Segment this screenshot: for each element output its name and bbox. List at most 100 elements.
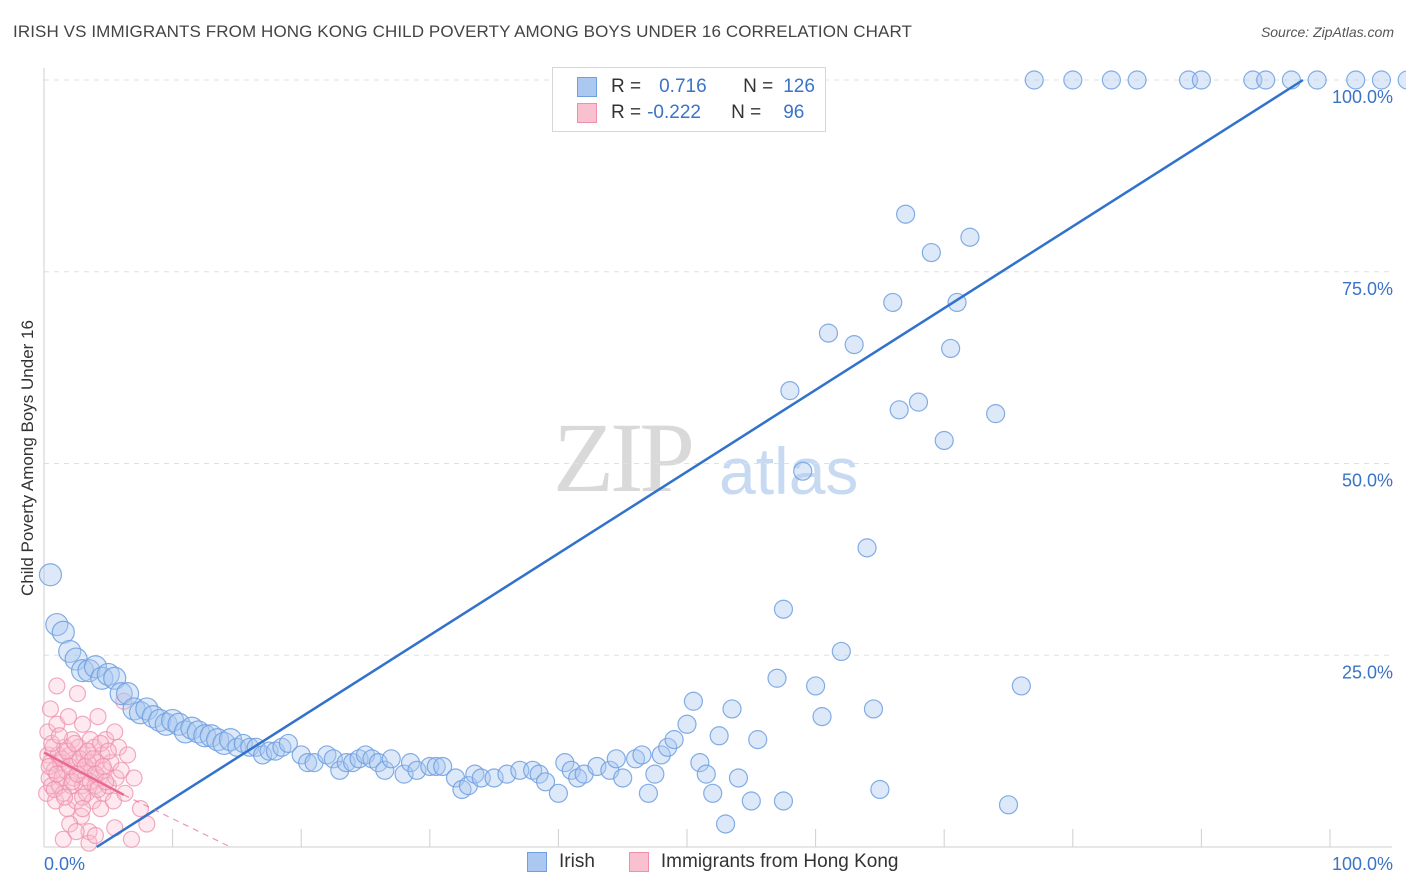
irish-point xyxy=(548,783,569,803)
hk-point xyxy=(94,757,112,776)
irish-point xyxy=(83,655,108,679)
irish-point xyxy=(96,662,120,687)
irish-point xyxy=(1307,70,1327,90)
irish-point xyxy=(1024,70,1044,90)
irish-point xyxy=(613,768,633,788)
stats-row-hk: R = -0.222 N = 96 xyxy=(577,102,804,124)
hk-n-label: N = xyxy=(731,102,762,123)
irish-point xyxy=(1371,70,1392,90)
irish-point xyxy=(298,753,318,773)
irish-point xyxy=(998,795,1019,815)
irish-point xyxy=(497,764,517,784)
hk-point xyxy=(122,830,141,848)
irish-point xyxy=(645,764,665,784)
irish-point xyxy=(561,760,581,780)
hk-point xyxy=(55,788,74,806)
hk-point xyxy=(48,677,66,695)
irish-point xyxy=(115,681,140,706)
irish-point xyxy=(1256,70,1276,90)
stats-row-irish: R = 0.716 N = 126 xyxy=(577,76,815,98)
irish-point xyxy=(715,814,736,834)
irish-point xyxy=(805,676,826,696)
hk-r-value: -0.222 xyxy=(647,102,701,123)
irish-point xyxy=(793,461,813,481)
irish-point xyxy=(1101,70,1121,90)
irish-point xyxy=(896,204,916,224)
irish-point xyxy=(407,760,427,780)
hk-trend-extension xyxy=(123,794,231,848)
irish-point xyxy=(831,641,851,662)
irish-point xyxy=(433,756,453,777)
irish-point xyxy=(908,392,929,412)
hk-point xyxy=(106,723,124,741)
hk-point xyxy=(89,708,107,726)
irish-point xyxy=(889,400,909,420)
hk-point xyxy=(112,761,130,779)
hk-point xyxy=(66,734,84,753)
x-tick-label: 100.0% xyxy=(1332,854,1393,874)
irish-point xyxy=(863,699,884,719)
irish-point xyxy=(767,668,787,688)
irish-point xyxy=(651,745,671,765)
irish-point xyxy=(375,760,395,780)
irish-point xyxy=(394,764,414,784)
legend-item-hk: Immigrants from Hong Kong xyxy=(628,851,899,873)
irish-point xyxy=(45,612,69,637)
irish-point xyxy=(336,753,356,773)
y-axis-label: Child Poverty Among Boys Under 16 xyxy=(18,320,37,596)
hk-point xyxy=(73,715,92,733)
irish-point xyxy=(1011,676,1031,696)
irish-point xyxy=(696,764,716,784)
irish-point xyxy=(368,753,388,773)
irish-point xyxy=(921,242,941,263)
watermark-zip: ZIP xyxy=(553,402,695,513)
hk-swatch-icon xyxy=(577,103,597,123)
irish-point xyxy=(683,691,704,711)
irish-swatch-icon xyxy=(577,77,597,97)
hk-trend-line xyxy=(43,751,125,796)
irish-point xyxy=(1191,70,1212,90)
irish-r-label: R = xyxy=(611,76,642,97)
legend-label-hk: Immigrants from Hong Kong xyxy=(660,851,899,872)
hk-n-value: 96 xyxy=(783,102,805,123)
source-label: Source: ZipAtlas.com xyxy=(1260,24,1394,40)
irish-point xyxy=(381,749,401,769)
irish-point xyxy=(857,538,877,558)
irish-point xyxy=(1397,70,1406,90)
hk-r-label: R = xyxy=(611,102,642,123)
irish-point xyxy=(844,335,864,355)
irish-point xyxy=(883,292,903,313)
irish-point xyxy=(606,749,626,769)
hk-point xyxy=(73,800,92,818)
irish-point xyxy=(109,681,133,706)
irish-point xyxy=(664,730,684,750)
legend-label-irish: Irish xyxy=(559,851,595,872)
irish-point xyxy=(986,404,1006,424)
irish-point xyxy=(199,724,223,748)
hk-point xyxy=(68,684,87,703)
irish-point xyxy=(278,733,298,754)
irish-point xyxy=(722,699,742,719)
irish-trend-line xyxy=(96,78,1304,849)
watermark-atlas: atlas xyxy=(719,434,859,508)
hk-point xyxy=(86,826,105,845)
axes xyxy=(43,68,1392,848)
irish-r-value: 0.716 xyxy=(659,76,707,97)
irish-point xyxy=(812,707,832,727)
irish-point xyxy=(58,639,82,664)
irish-point xyxy=(323,749,343,769)
hk-point xyxy=(48,765,66,783)
irish-point xyxy=(555,753,575,773)
irish-point xyxy=(941,338,961,359)
legend-item-irish: Irish xyxy=(527,851,595,873)
irish-point xyxy=(529,764,549,784)
y-tick-label: 75.0% xyxy=(1342,279,1393,299)
irish-point xyxy=(148,708,172,733)
hk-point xyxy=(67,823,85,841)
irish-point xyxy=(400,753,421,773)
irish-points xyxy=(38,70,1406,834)
irish-point xyxy=(773,599,794,619)
irish-point xyxy=(212,731,236,756)
irish-point xyxy=(484,768,504,788)
